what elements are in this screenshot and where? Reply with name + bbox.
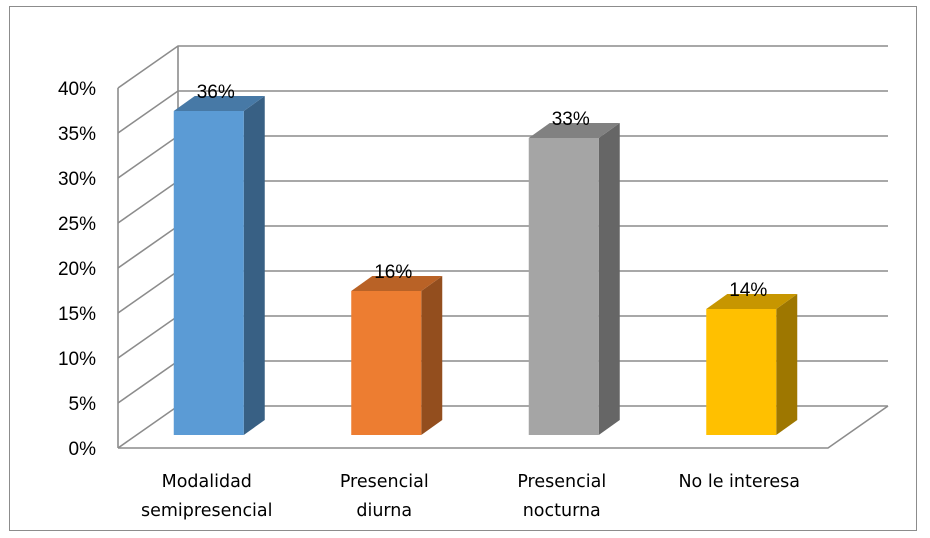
y-tick-label: 0% — [69, 439, 97, 460]
bar-front-face — [173, 111, 244, 435]
bar-data-label: 14% — [729, 280, 767, 301]
x-category-label: Presencial diurna — [340, 472, 429, 521]
y-tick-label: 40% — [58, 79, 96, 100]
bar-top-face — [173, 96, 265, 111]
bar-data-label: 36% — [197, 82, 235, 103]
y-tick-label: 15% — [58, 304, 96, 325]
x-category-label-line: Modalidad — [162, 472, 252, 492]
bar-data-label: 16% — [374, 262, 412, 283]
y-axis-ticks: 0% 5% 10% 15% 20% 25% 30% 35% 40% — [58, 79, 96, 460]
x-category-label: Presencial nocturna — [517, 472, 606, 521]
bar-2: 33% — [528, 109, 620, 435]
chart-frame — [9, 6, 917, 531]
bar-3: 14% — [706, 280, 798, 435]
x-category-label-line: No le interesa — [678, 472, 800, 492]
x-category-label-line: Presencial — [517, 472, 606, 492]
bar-side-face — [776, 294, 798, 435]
bar-front-face — [351, 291, 422, 435]
y-tick-label: 20% — [58, 259, 96, 280]
bar-top-face — [706, 294, 798, 309]
x-category-label-line: Presencial — [340, 472, 429, 492]
y-tick-label: 35% — [58, 124, 96, 145]
y-tick-label: 10% — [58, 349, 96, 370]
floor-edge — [118, 405, 889, 449]
x-category-label: No le interesa — [678, 472, 800, 492]
x-category-label-line: diurna — [356, 501, 412, 521]
x-category-label-line: nocturna — [523, 501, 601, 521]
bar-1: 16% — [351, 262, 443, 435]
x-category-label: Modalidad semipresencial — [141, 472, 273, 521]
chart-bars: 36% 16% 33% 14% — [173, 82, 798, 435]
x-category-label-line: semipresencial — [141, 501, 273, 521]
bar-top-face — [351, 276, 443, 291]
bar-side-face — [243, 96, 265, 435]
bar-side-face — [598, 123, 620, 435]
bar-0: 36% — [173, 82, 265, 435]
y-tick-label: 30% — [58, 169, 96, 190]
bar-top-face — [528, 123, 620, 138]
bar-front-face — [528, 138, 599, 435]
bar-data-label: 33% — [552, 109, 590, 130]
bar-side-face — [421, 276, 443, 435]
bar-front-face — [706, 309, 777, 435]
y-tick-label: 25% — [58, 214, 96, 235]
y-tick-label: 5% — [69, 394, 97, 415]
